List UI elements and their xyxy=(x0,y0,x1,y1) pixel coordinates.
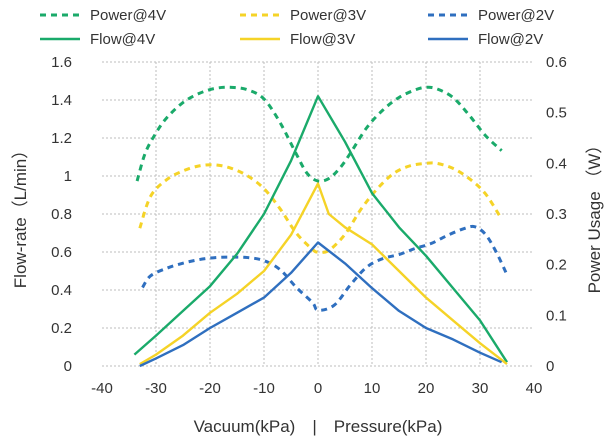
x-tick-label: 20 xyxy=(418,380,435,397)
x-tick-label: -40 xyxy=(91,380,113,397)
series-layer xyxy=(134,87,507,366)
x-tick-label: 30 xyxy=(472,380,489,397)
y-right-tick-label: 0.5 xyxy=(546,105,567,122)
series-line-power-4v xyxy=(137,87,502,181)
y-left-tick-label: 1.6 xyxy=(51,54,72,71)
grid xyxy=(102,62,534,366)
y-left-tick-label: 1.2 xyxy=(51,130,72,147)
tick-labels: -40 -30 -20 -10 0 10 20 30 4000.20.40.60.811.21.… xyxy=(51,54,567,397)
y-left-tick-label: 0.6 xyxy=(51,244,72,261)
x-tick-label: 0 xyxy=(314,380,322,397)
y-right-tick-label: 0.2 xyxy=(546,257,567,274)
x-tick-label: 40 xyxy=(526,380,543,397)
legend-label: Power@3V xyxy=(290,7,366,24)
x-tick-label: -10 xyxy=(253,380,275,397)
x-tick-label: 10 xyxy=(364,380,381,397)
x-axis-title: Vacuum(kPa) | Pressure(kPa) xyxy=(194,417,443,436)
legend-label: Flow@3V xyxy=(290,31,355,48)
legend-label: Power@2V xyxy=(478,7,554,24)
y-right-tick-label: 0.3 xyxy=(546,206,567,223)
y-left-tick-label: 0.4 xyxy=(51,282,72,299)
y-left-tick-label: 1 xyxy=(64,168,72,185)
y-right-tick-label: 0.1 xyxy=(546,307,567,324)
series-line-flow-4v xyxy=(134,96,507,362)
y-left-tick-label: 0.2 xyxy=(51,320,72,337)
y-right-tick-label: 0 xyxy=(546,358,554,375)
y-axis-right-title: Power Usage （W） xyxy=(585,137,604,294)
y-axis-left-title: Flow-rate（L/min） xyxy=(11,142,30,288)
x-tick-label: -20 xyxy=(199,380,221,397)
y-left-tick-label: 0.8 xyxy=(51,206,72,223)
y-left-tick-label: 1.4 xyxy=(51,92,72,109)
legend-label: Flow@4V xyxy=(90,31,155,48)
legend-label: Flow@2V xyxy=(478,31,543,48)
legend-label: Power@4V xyxy=(90,7,166,24)
y-left-tick-label: 0 xyxy=(64,358,72,375)
x-tick-label: -30 xyxy=(145,380,167,397)
legend: Power@4V Power@3V Power@2V Flow@4V Flow@3V Fl… xyxy=(40,7,554,48)
y-right-tick-label: 0.4 xyxy=(546,155,567,172)
y-right-tick-label: 0.6 xyxy=(546,54,567,71)
